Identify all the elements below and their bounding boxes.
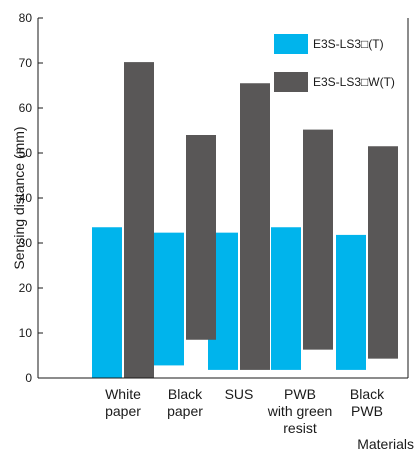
bar-e3s-ls3-t-1	[154, 232, 184, 366]
legend-swatch	[274, 34, 308, 54]
category-label: Black	[350, 386, 385, 402]
legend-label: E3S-LS3□(T)	[313, 37, 384, 51]
y-tick-label: 70	[19, 56, 33, 70]
x-axis-title: Materials	[357, 436, 414, 452]
legend: E3S-LS3□(T) E3S-LS3□W(T)	[274, 34, 395, 92]
y-tick-label: 60	[19, 101, 33, 115]
y-tick-label: 30	[19, 236, 33, 250]
y-ticks: 0 10 20 30 40 50 60 70 80	[19, 11, 43, 385]
bar-e3s-ls3-t-3	[271, 227, 301, 370]
legend-swatch	[274, 72, 308, 92]
category-label: SUS	[225, 386, 254, 402]
bar-e3s-ls3-w-t-3	[303, 129, 333, 350]
bar-e3s-ls3-w-t-2	[240, 83, 270, 370]
legend-label: E3S-LS3□W(T)	[313, 75, 395, 89]
y-tick-label: 0	[25, 371, 32, 385]
bar-e3s-ls3-t-4	[336, 234, 366, 370]
category-label: resist	[283, 420, 317, 436]
y-tick-label: 10	[19, 326, 33, 340]
bar-e3s-ls3-w-t-4	[368, 146, 398, 359]
bar-e3s-ls3-w-t-1	[186, 135, 216, 340]
bar-e3s-ls3-w-t-0	[124, 62, 154, 378]
category-label: paper	[105, 403, 141, 419]
bars-layer	[92, 62, 398, 378]
category-label: paper	[167, 403, 203, 419]
y-tick-label: 20	[19, 281, 33, 295]
category-label: PWB	[284, 386, 316, 402]
category-label: White	[105, 386, 141, 402]
bar-e3s-ls3-t-0	[92, 227, 122, 378]
category-label: PWB	[351, 403, 383, 419]
y-tick-label: 40	[19, 191, 33, 205]
category-label: with green	[267, 403, 333, 419]
y-tick-label: 50	[19, 146, 33, 160]
y-axis-title: Sensing distance (mm)	[11, 126, 27, 269]
y-tick-label: 80	[19, 11, 33, 25]
category-label: Black	[168, 386, 203, 402]
